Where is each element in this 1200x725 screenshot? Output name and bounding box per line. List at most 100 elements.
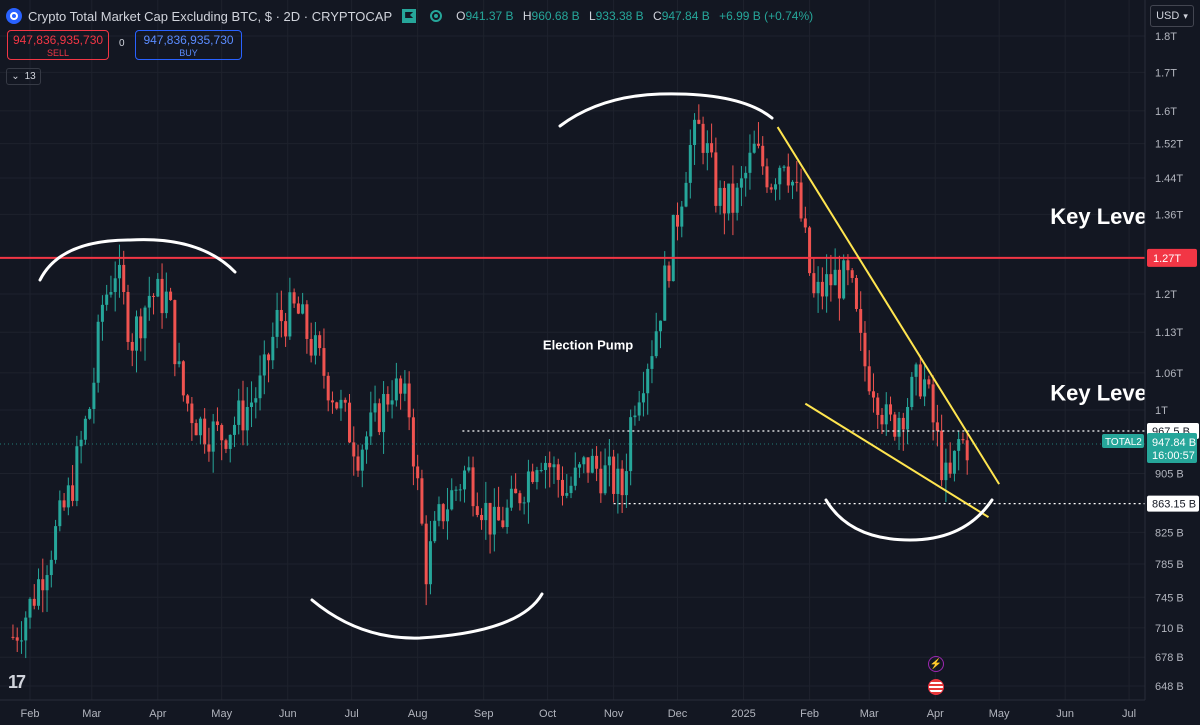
candle-body — [714, 152, 718, 206]
brush-arc-drawing[interactable] — [38, 238, 237, 282]
candle-body — [705, 143, 709, 153]
candle-body — [135, 316, 138, 351]
candle-body — [228, 434, 232, 449]
candle-body — [552, 464, 556, 468]
candle-body — [944, 462, 948, 481]
currency-select[interactable]: USD ▾ — [1150, 5, 1194, 27]
candle-body — [842, 260, 846, 299]
candle-body — [509, 488, 513, 508]
candle-body — [756, 143, 760, 146]
candle-body — [352, 442, 356, 457]
candle-body — [829, 274, 833, 286]
brush-arc-drawing[interactable] — [824, 498, 994, 542]
time-tick-label: Apr — [927, 708, 944, 720]
candle-body — [318, 335, 322, 349]
candle-body — [24, 617, 28, 641]
falling-wedge-lower-line[interactable] — [804, 402, 990, 518]
tradingview-logo-icon[interactable]: 17 — [8, 672, 26, 692]
candle-body — [731, 183, 735, 213]
candle-body — [722, 187, 726, 214]
price-tick-label: 678 B — [1155, 652, 1184, 664]
candle-body — [603, 465, 607, 494]
candle-body — [710, 143, 714, 153]
candle-body — [586, 457, 590, 473]
candle-body — [71, 485, 75, 501]
key-level-label: Key Level — [1050, 204, 1153, 229]
brush-arc-drawing[interactable] — [558, 92, 774, 128]
candle-body — [671, 214, 675, 282]
candle-body — [301, 304, 305, 314]
candle-body — [186, 395, 190, 404]
current-price-badge — [1147, 433, 1197, 464]
symbol-title[interactable]: Crypto Total Market Cap Excluding BTC, $… — [28, 8, 393, 24]
candle-body — [309, 338, 313, 356]
buy-button[interactable]: 947,836,935,730 BUY — [135, 30, 242, 60]
chart-header: Crypto Total Market Cap Excluding BTC, $… — [6, 6, 819, 26]
price-tick-label: 1.52T — [1155, 139, 1183, 151]
market-status-icon[interactable] — [430, 10, 443, 22]
candle-body — [377, 403, 381, 433]
candle-body — [335, 402, 339, 409]
candle-body — [667, 265, 671, 282]
key-level-label: Key Level — [1050, 380, 1153, 405]
candle-body — [774, 184, 777, 190]
candle-body — [250, 402, 254, 408]
candle-body — [75, 446, 79, 501]
time-tick-label: Jun — [279, 708, 297, 720]
price-tick-label: 1.44T — [1155, 173, 1183, 185]
time-tick-label: Dec — [668, 708, 688, 720]
key-level-price-badge — [1147, 248, 1197, 267]
buy-label: BUY — [179, 47, 198, 58]
flag-icon[interactable] — [402, 9, 417, 23]
bar-countdown-text: 16:00:57 — [1152, 450, 1195, 462]
ohlc-open-key: O — [456, 9, 466, 23]
time-axis-bg — [0, 700, 1200, 725]
ohlc-low-key: L — [588, 9, 596, 23]
candle-body — [105, 294, 109, 305]
candle-body — [292, 292, 296, 304]
price-tick-label: 648 B — [1155, 681, 1184, 693]
candle-body — [582, 457, 586, 465]
candle-body — [160, 278, 164, 314]
candle-body — [782, 166, 786, 168]
candle-body — [441, 504, 445, 522]
candle-body — [518, 493, 522, 504]
candle-body — [607, 456, 611, 466]
candle-body — [411, 417, 415, 467]
candle-body — [620, 468, 624, 496]
lightning-icon[interactable]: ⚡ — [928, 656, 944, 672]
price-tick-label: 1.8T — [1155, 31, 1177, 43]
price-tick-label: 825 B — [1155, 527, 1184, 539]
election-pump-label: Election Pump — [543, 337, 633, 352]
candle-body — [475, 506, 479, 515]
time-tick-label: Jun — [1056, 708, 1074, 720]
candle-body — [735, 187, 739, 213]
candle-body — [654, 331, 658, 357]
us-flag-icon[interactable] — [928, 679, 944, 695]
candle-body — [641, 393, 645, 403]
candle-body — [369, 412, 373, 437]
candle-body — [923, 379, 927, 397]
candle-body — [326, 375, 330, 401]
indicators-toggle[interactable]: ⌄ 13 — [6, 68, 41, 85]
falling-wedge-upper-line[interactable] — [776, 126, 1000, 485]
candle-body — [109, 292, 113, 295]
candle-body — [373, 403, 377, 413]
candle-body — [181, 361, 185, 396]
candle-body — [394, 378, 398, 401]
brush-arc-drawing[interactable] — [310, 592, 544, 640]
candle-body — [646, 368, 650, 394]
candle-body — [548, 462, 552, 468]
sell-button[interactable]: 947,836,935,730 SELL — [7, 30, 109, 60]
time-tick-label: May — [989, 708, 1010, 720]
candle-body — [126, 292, 130, 342]
candle-body — [122, 264, 126, 293]
candle-body — [965, 440, 969, 461]
candle-body — [458, 489, 462, 491]
candle-body — [450, 490, 454, 510]
candle-body — [390, 400, 394, 405]
candle-body — [343, 399, 347, 403]
candle-series — [11, 104, 969, 659]
candle-body — [778, 167, 782, 185]
